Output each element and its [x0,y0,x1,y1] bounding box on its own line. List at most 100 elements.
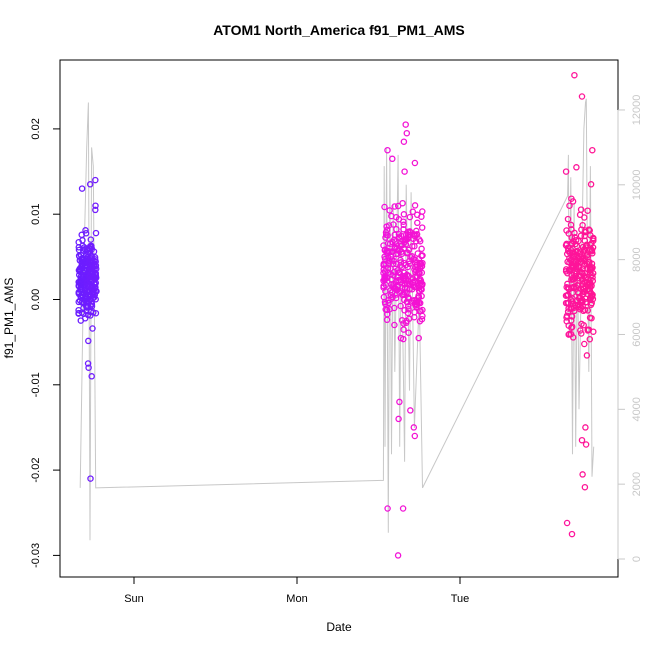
data-point [398,263,406,271]
data-point [89,325,96,332]
data-point [394,552,402,559]
data-point [400,269,408,276]
data-point [390,221,397,228]
data-point [410,424,418,431]
data-point [416,317,424,325]
data-point [417,260,425,267]
data-point [392,213,400,221]
data-point [566,254,573,262]
data-point [572,237,580,244]
data-point [87,236,95,243]
data-point [569,289,576,297]
data-point [414,219,421,227]
x-tick-label: Mon [286,593,307,605]
data-point [391,321,398,329]
data-point [590,328,597,335]
data-point [92,262,100,269]
data-point [389,155,396,163]
data-point [586,280,594,288]
y2-tick-label: 8000 [631,247,643,271]
data-point [578,330,585,337]
data-point [401,168,408,175]
data-point [586,227,593,234]
data-point [571,307,578,315]
y2-tick-label: 12000 [631,95,643,126]
data-point [404,249,411,256]
data-point [411,432,419,440]
data-point [405,315,413,323]
data-point [586,266,594,274]
data-point [80,269,88,277]
data-point [403,236,410,244]
data-point [562,168,570,175]
data-point [586,335,594,343]
data-point [397,242,404,250]
data-point [418,213,425,220]
data-point [90,289,97,297]
data-point [589,146,596,154]
data-point [418,224,426,231]
data-point [78,258,85,266]
data-point [85,337,92,345]
data-point [589,274,596,281]
data-point [83,294,90,301]
data-point [381,203,388,211]
data-point [80,298,87,305]
data-point [417,307,424,315]
data-point [395,415,402,423]
data-point [398,317,406,324]
data-point [383,310,391,318]
y2-tick-label: 6000 [631,322,643,346]
data-point [385,299,392,307]
data-point [415,334,422,342]
data-point [400,221,407,229]
data-point [563,314,570,321]
data-point [581,340,588,348]
data-point [567,330,575,338]
y-tick-label: -0.03 [30,543,42,568]
secondary-series [79,98,595,541]
data-point [79,247,87,254]
data-point [91,256,99,263]
data-point [76,268,84,275]
data-point [564,247,572,255]
data-point [566,202,573,209]
data-point [92,265,100,273]
data-point [568,530,576,538]
data-point [562,299,570,307]
data-point [399,505,407,512]
data-point [399,199,406,207]
data-point [418,252,425,260]
data-point [582,424,589,431]
data-point [391,203,398,210]
data-point [405,295,413,303]
data-point [581,232,588,240]
data-points [75,71,597,559]
data-point [87,475,94,482]
data-point [578,320,585,328]
data-point [576,255,583,263]
data-point [418,269,426,276]
y-tick-label: -0.01 [30,372,42,397]
data-point [381,255,389,263]
data-point [564,280,571,288]
data-point [391,231,398,239]
data-point [581,214,588,221]
data-point [577,232,585,239]
data-point [400,218,407,225]
data-point [92,229,100,237]
data-point [564,308,572,315]
data-point [579,291,586,298]
data-point [571,229,578,237]
data-point [574,282,582,289]
data-point [83,303,90,310]
data-point [571,274,579,282]
x-tick-label: Sun [124,593,144,605]
data-point [89,271,96,278]
data-point [563,227,570,234]
data-point [405,329,412,336]
data-point [77,282,84,289]
data-point [409,279,417,287]
data-point [88,373,95,380]
